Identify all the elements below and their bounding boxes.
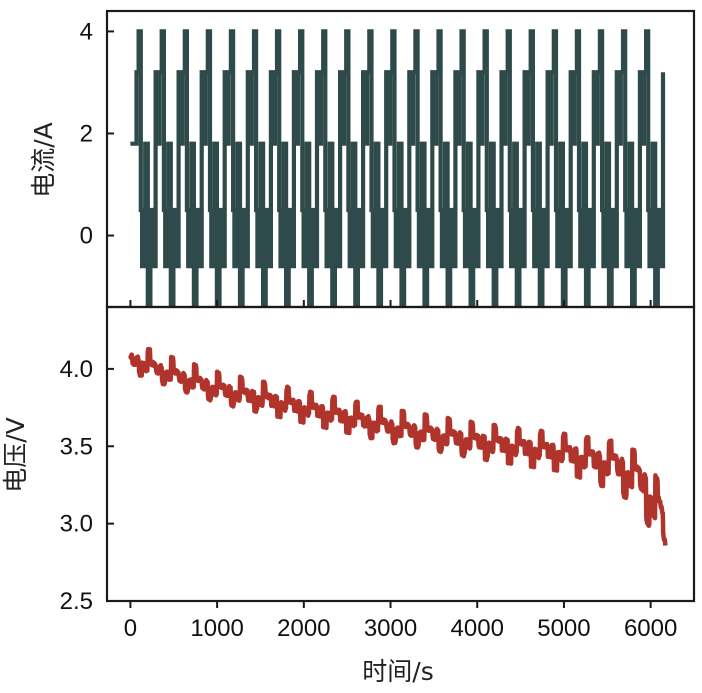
voltage-panel-frame (105, 305, 696, 603)
voltage-y-axis-label: 电压/V (1, 417, 30, 493)
current-y-tick-label: 4 (80, 18, 93, 45)
voltage-y-tick-label: 4.0 (60, 356, 93, 383)
current-y-tick-label: 2 (80, 120, 93, 147)
voltage-y-tick-label: 3.5 (60, 433, 93, 460)
time-x-axis-label: 时间/s (362, 657, 433, 686)
time-x-axis: 0 1000 2000 3000 4000 5000 6000 (124, 601, 677, 642)
time-x-tick-label: 0 (124, 615, 137, 642)
voltage-series (128, 346, 668, 546)
time-x-tick-label: 2000 (277, 615, 330, 642)
voltage-y-tick-label: 3.0 (60, 511, 93, 538)
current-series (130, 29, 666, 307)
voltage-y-axis: 2.5 3.0 3.5 4.0 (60, 356, 114, 615)
time-x-tick-label: 1000 (190, 615, 243, 642)
current-line (130, 29, 666, 307)
current-y-axis: 0 2 4 (80, 18, 114, 250)
time-x-tick-label: 5000 (537, 615, 590, 642)
voltage-y-tick-label: 2.5 (60, 588, 93, 615)
voltage-line (128, 346, 668, 546)
time-x-tick-label: 6000 (624, 615, 677, 642)
current-y-axis-label: 电流/A (29, 122, 58, 198)
time-x-tick-label: 3000 (364, 615, 417, 642)
time-x-tick-label: 4000 (451, 615, 504, 642)
current-x-ticks (129, 300, 652, 307)
current-y-tick-label: 0 (80, 223, 93, 250)
